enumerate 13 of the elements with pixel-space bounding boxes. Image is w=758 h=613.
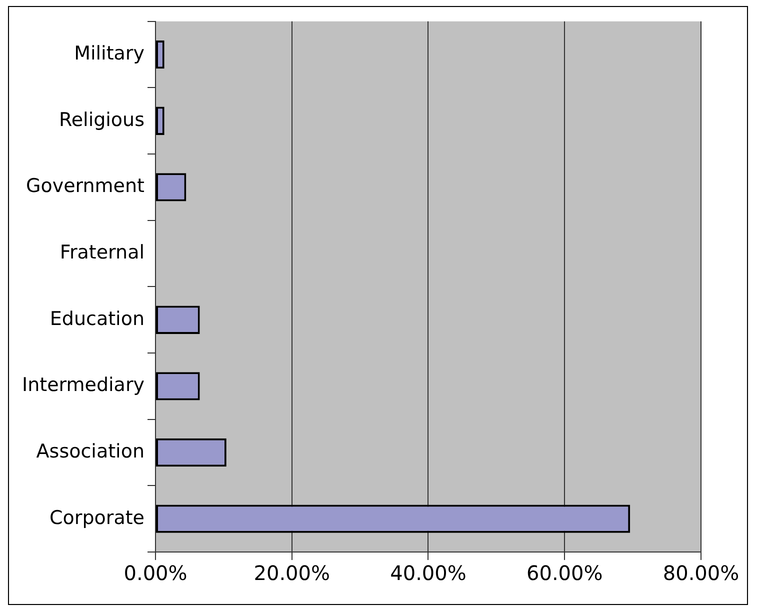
y-tick-label: Fraternal xyxy=(60,241,144,264)
x-tick-label: 80.00% xyxy=(662,561,740,586)
y-tick-label: Religious xyxy=(59,108,144,131)
y-tick-label: Government xyxy=(26,175,144,198)
x-tick-label: 0.00% xyxy=(124,561,188,586)
y-tick-label: Intermediary xyxy=(22,374,144,396)
y-tick-label: Military xyxy=(74,42,144,64)
x-tick-label: 40.00% xyxy=(390,561,466,586)
x-tick-label: 60.00% xyxy=(526,561,603,586)
x-tick-label: 20.00% xyxy=(254,561,330,586)
y-tick-label: Association xyxy=(36,440,144,462)
y-tick-label: Education xyxy=(50,308,144,330)
y-tick-label: Corporate xyxy=(50,506,144,529)
